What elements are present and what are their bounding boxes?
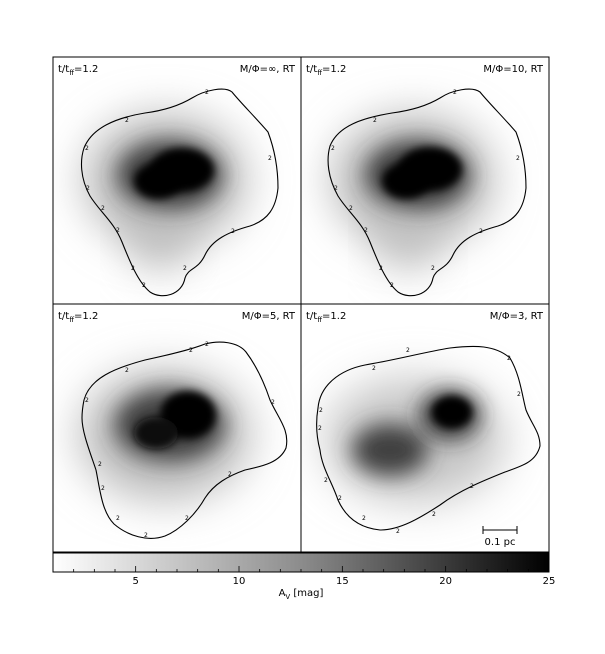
svg-text:2: 2 — [116, 227, 120, 234]
colorbar-ticks: 5 10 15 20 25 — [52, 566, 556, 587]
panel-bottom-left: t/tff=1.2 M/Φ=5, RT 2 2 2 2 2 2 2 2 2 2 … — [52, 303, 302, 553]
model-label: M/Φ=∞, RT — [240, 64, 296, 75]
svg-text:2: 2 — [228, 471, 232, 478]
time-label: t/tff=1.2 — [58, 311, 98, 324]
contour-labels: 2 2 2 2 2 2 2 2 2 2 2 — [331, 89, 520, 289]
scale-bar: 0.1 pc — [482, 526, 518, 548]
colorbar-tick-label: 5 — [132, 576, 138, 587]
colorbar: 5 10 15 20 25 AV [mag] — [52, 552, 556, 601]
svg-text:2: 2 — [379, 265, 383, 272]
svg-text:2: 2 — [98, 461, 102, 468]
svg-text:2: 2 — [479, 228, 483, 235]
svg-text:2: 2 — [334, 185, 338, 192]
svg-text:2: 2 — [431, 265, 435, 272]
contour-labels: 2 2 2 2 2 2 2 2 2 2 2 2 — [318, 347, 521, 535]
svg-text:2: 2 — [331, 145, 335, 152]
density-map — [85, 115, 245, 270]
colorbar-tick-label: 20 — [439, 576, 452, 587]
svg-text:2: 2 — [205, 341, 209, 348]
colorbar-tick-label: 10 — [233, 576, 246, 587]
contour-line — [81, 341, 288, 539]
svg-text:2: 2 — [125, 117, 129, 124]
colorbar-tick-label: 15 — [336, 576, 349, 587]
svg-text:2: 2 — [101, 485, 105, 492]
model-label: M/Φ=5, RT — [242, 311, 296, 322]
contour-line — [316, 345, 541, 531]
time-label: t/tff=1.2 — [306, 311, 346, 324]
colorbar-label: AV [mag] — [279, 588, 324, 601]
svg-text:2: 2 — [116, 515, 120, 522]
svg-text:2: 2 — [86, 185, 90, 192]
svg-text:2: 2 — [373, 117, 377, 124]
density-map — [80, 370, 250, 500]
panel-bottom-right: t/tff=1.2 M/Φ=3, RT 2 2 2 2 2 2 2 2 2 2 … — [300, 303, 550, 553]
svg-text:2: 2 — [142, 282, 146, 289]
svg-text:2: 2 — [362, 515, 366, 522]
svg-text:2: 2 — [318, 425, 322, 432]
model-label: M/Φ=10, RT — [483, 64, 544, 75]
svg-text:2: 2 — [183, 265, 187, 272]
contour-line — [80, 88, 279, 297]
svg-text:2: 2 — [268, 155, 272, 162]
svg-text:2: 2 — [390, 282, 394, 289]
colorbar-tick-label: 25 — [543, 576, 556, 587]
time-label: t/tff=1.2 — [306, 64, 346, 77]
panel-top-right: t/tff=1.2 M/Φ=10, RT 2 2 2 2 2 2 2 2 2 2… — [300, 56, 550, 305]
svg-text:2: 2 — [319, 407, 323, 414]
svg-text:2: 2 — [144, 532, 148, 539]
svg-text:2: 2 — [271, 399, 275, 406]
svg-text:2: 2 — [324, 477, 328, 484]
svg-text:2: 2 — [372, 365, 376, 372]
svg-text:2: 2 — [205, 89, 209, 96]
svg-text:2: 2 — [125, 367, 129, 374]
contour-labels: 2 2 2 2 2 2 2 2 2 2 2 — [85, 89, 272, 289]
panel-top-left: t/tff=1.2 M/Φ=∞, RT 2 2 2 2 2 2 2 2 2 2 … — [52, 56, 302, 305]
svg-text:2: 2 — [516, 155, 520, 162]
density-map — [333, 115, 493, 270]
svg-text:2: 2 — [101, 205, 105, 212]
svg-text:2: 2 — [338, 495, 342, 502]
svg-text:2: 2 — [470, 483, 474, 490]
svg-text:2: 2 — [396, 528, 400, 535]
time-label: t/tff=1.2 — [58, 64, 98, 77]
svg-text:2: 2 — [406, 347, 410, 354]
svg-text:2: 2 — [349, 205, 353, 212]
scale-bar-label: 0.1 pc — [485, 537, 516, 548]
svg-text:2: 2 — [453, 89, 457, 96]
panel-frame — [300, 303, 550, 553]
model-label: M/Φ=3, RT — [490, 311, 544, 322]
contour-labels: 2 2 2 2 2 2 2 2 2 2 2 — [85, 341, 275, 539]
svg-text:2: 2 — [364, 227, 368, 234]
svg-text:2: 2 — [189, 347, 193, 354]
svg-text:2: 2 — [432, 511, 436, 518]
svg-text:2: 2 — [517, 391, 521, 398]
svg-text:2: 2 — [85, 397, 89, 404]
svg-text:2: 2 — [131, 265, 135, 272]
svg-text:2: 2 — [85, 145, 89, 152]
contour-line — [327, 88, 527, 297]
svg-text:2: 2 — [507, 355, 511, 362]
svg-text:2: 2 — [231, 228, 235, 235]
svg-text:2: 2 — [185, 515, 189, 522]
